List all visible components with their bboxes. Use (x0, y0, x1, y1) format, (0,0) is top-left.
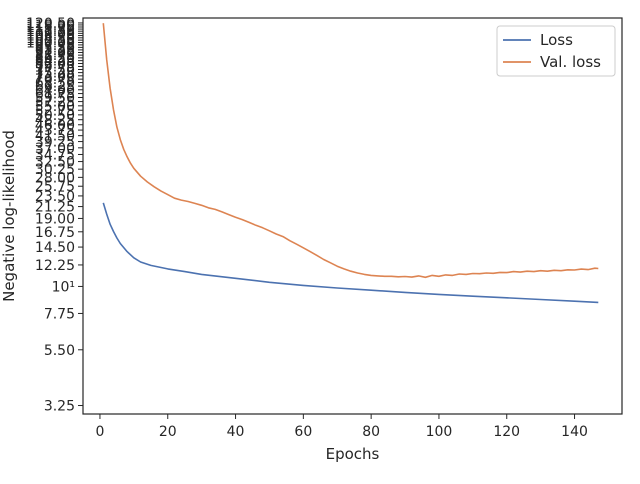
series-line-1 (102, 23, 599, 279)
y-tick-label: 21.25 (35, 200, 75, 216)
y-tick-label: 104.50 (26, 31, 75, 47)
y-tick-label: 75.25 (35, 66, 75, 82)
y-tick-label: 120.50 (26, 16, 75, 32)
x-tick-label: 80 (362, 424, 380, 440)
y-tick-label: 115.75 (26, 20, 75, 36)
y-tick-label: 73.00 (35, 69, 75, 85)
y-tick-label: 16.75 (35, 225, 75, 241)
y-tick-label: 84.25 (35, 54, 75, 70)
y-tick-label: 91.00 (35, 45, 75, 61)
x-tick-label: 60 (294, 424, 312, 440)
y-tick-label: 77.50 (35, 62, 75, 78)
series-line-0 (102, 202, 599, 304)
y-tick-label: 7.75 (44, 306, 75, 322)
lines-layer (102, 23, 599, 304)
y-tick-label: 19.00 (35, 211, 75, 227)
y-tick-label: 97.75 (35, 38, 75, 54)
y-tick-label: 28.00 (35, 170, 75, 186)
y-tick-label: 64.00 (35, 83, 75, 99)
y-tick-label: 5.50 (44, 343, 75, 359)
y-tick-label: 93.25 (35, 43, 75, 59)
ticks-layer: 0 20 40 60 80 100 120 140 3.25 5.50 7.75 10¹ 12.25 14… (26, 16, 588, 440)
y-tick-label: 113.50 (26, 22, 75, 38)
x-tick-label: 20 (159, 424, 177, 440)
x-tick-label: 0 (95, 424, 104, 440)
y-tick-label: 34.75 (35, 147, 75, 163)
y-tick-label: 111.25 (26, 24, 75, 40)
y-tick-label: 23.50 (35, 189, 75, 205)
y-tick-label: 41.50 (35, 129, 75, 145)
y-tick-label: 46.00 (35, 118, 75, 134)
y-tick-label: 14.50 (35, 240, 75, 256)
y-tick-label: 25.75 (35, 179, 75, 195)
x-axis-label: Epochs (326, 445, 380, 463)
y-tick-label: 55.00 (35, 99, 75, 115)
plot-frame (82, 17, 623, 415)
legend-label-0: Loss (540, 31, 573, 49)
y-tick-label: 82.00 (35, 57, 75, 73)
y-tick-label: 39.25 (35, 135, 75, 151)
y-tick-label: 106.75 (26, 29, 75, 45)
y-tick-label: 102.25 (26, 33, 75, 49)
x-tick-label: 40 (227, 424, 245, 440)
y-tick-label: 68.50 (35, 76, 75, 92)
y-tick-label: 3.25 (44, 399, 75, 415)
y-tick-label: 70.75 (35, 72, 75, 88)
legend-label-1: Val. loss (540, 53, 601, 71)
y-tick-label: 100.00 (26, 35, 75, 51)
y-tick-label: 95.50 (35, 40, 75, 56)
y-tick-label: 88.75 (35, 48, 75, 64)
y-tick-label: 10¹ (52, 279, 75, 295)
y-tick-label: 50.50 (35, 108, 75, 124)
y-tick-label: 37.00 (35, 141, 75, 157)
y-tick-label: 86.50 (35, 51, 75, 67)
x-tick-label: 140 (561, 424, 588, 440)
legend: Loss Val. loss (496, 25, 616, 77)
x-tick-label: 120 (493, 424, 520, 440)
y-tick-label: 57.25 (35, 95, 75, 111)
y-tick-label: 59.50 (35, 90, 75, 106)
legend-box (496, 25, 616, 77)
y-tick-label: 118.00 (26, 18, 75, 34)
y-tick-label: 66.25 (35, 79, 75, 95)
y-axis-label: Negative log-likelihood (0, 130, 18, 302)
y-tick-label: 109.00 (26, 26, 75, 42)
y-tick-label: 79.75 (35, 59, 75, 75)
y-tick-label: 12.25 (35, 258, 75, 274)
y-tick-label: 43.75 (35, 123, 75, 139)
x-tick-label: 100 (426, 424, 453, 440)
y-tick-label: 52.75 (35, 103, 75, 119)
y-tick-label: 30.25 (35, 162, 75, 178)
y-tick-label: 32.50 (35, 155, 75, 171)
y-tick-label: 61.75 (35, 87, 75, 103)
y-tick-label: 48.25 (35, 113, 75, 129)
